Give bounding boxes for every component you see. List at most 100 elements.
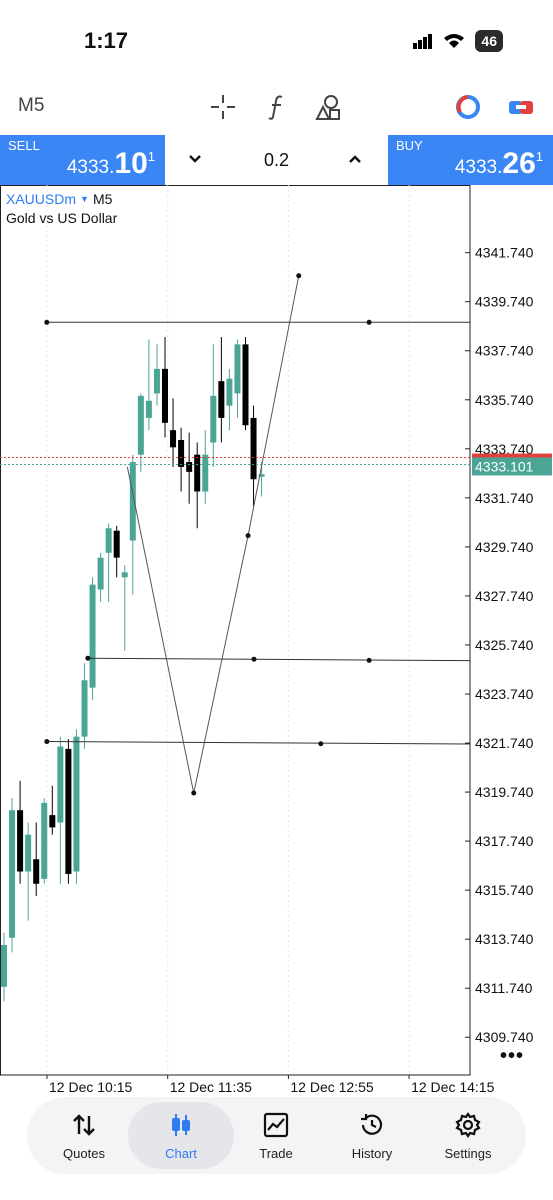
candle-bear (49, 815, 56, 828)
battery-indicator: 46 (475, 30, 503, 52)
chevron-up-icon (349, 155, 361, 163)
volume-value[interactable]: 0.2 (263, 150, 290, 170)
drawing-anchor-point (251, 656, 257, 662)
symbol-header[interactable]: XAUUSDm ▼ M5 (6, 191, 112, 207)
candle-bull (89, 584, 96, 688)
x-tick-label: 12 Dec 14:15 (411, 1079, 494, 1095)
y-tick-label: 4311.740 (475, 980, 533, 996)
objects-icon[interactable] (312, 91, 344, 123)
candle-bull (121, 572, 128, 578)
symbol-description: Gold vs US Dollar (6, 210, 118, 226)
chart-area[interactable]: 4341.740 4339.740 4337.740 4335.740 4333.740… (0, 185, 553, 1095)
buy-price: 4333.261 (454, 147, 543, 180)
candle-bear (250, 417, 257, 480)
drawing-anchor-point (44, 319, 50, 325)
settings-icon (455, 1112, 481, 1138)
candle-bull (210, 395, 217, 443)
sell-button[interactable]: SELL 4333.101 (0, 135, 165, 185)
nav-history[interactable]: History (324, 1102, 420, 1169)
candle-bull (1, 945, 7, 987)
candle-bull (9, 810, 16, 938)
sell-label: SELL (8, 138, 40, 153)
drawn-horizontal-line (87, 657, 471, 662)
candle-bull (258, 474, 265, 477)
chart-toolbar: M5 (0, 85, 553, 130)
y-tick-label: 4323.740 (475, 686, 534, 702)
more-options-icon[interactable]: ••• (500, 1045, 525, 1067)
candle-bull (41, 802, 48, 879)
y-tick-label: 4315.740 (475, 882, 534, 898)
y-tick-label: 4333.740 (475, 441, 534, 457)
candle-bear (17, 810, 24, 872)
nav-trade[interactable]: Trade (228, 1102, 324, 1169)
price-chart[interactable]: 4341.740 4339.740 4337.740 4335.740 4333.740… (0, 185, 553, 1095)
y-tick-label: 4341.740 (475, 245, 534, 261)
ask-price-marker (472, 453, 552, 458)
wifi-icon (444, 34, 465, 48)
candle-bear (186, 462, 193, 472)
current-price-tag (472, 457, 552, 476)
drawn-horizontal-line (46, 741, 471, 745)
candle-bear (170, 430, 177, 448)
volume-decrease-button[interactable] (183, 147, 207, 171)
current-price-label: 4333.101 (475, 458, 534, 474)
one-click-trade-bar: SELL 4333.101 0.2 BUY 4333.261 (0, 135, 553, 185)
buy-button[interactable]: BUY 4333.261 (388, 135, 553, 185)
candle-bull (81, 680, 88, 737)
candle-bear (242, 344, 249, 426)
drawing-anchor-point (44, 739, 50, 745)
drawing-anchor-point (366, 657, 372, 663)
status-icons: 46 (413, 30, 503, 52)
drawing-anchor-point (85, 655, 91, 661)
y-tick-label: 4335.740 (475, 392, 534, 408)
trade-icon (263, 1112, 289, 1138)
trade-toggle-icon[interactable] (505, 91, 537, 123)
crosshair-icon[interactable] (207, 91, 239, 123)
candle-bull (97, 557, 104, 590)
candle-bear (113, 530, 120, 558)
chart-icon (172, 1114, 190, 1136)
candle-bear (218, 381, 225, 418)
y-tick-label: 4325.740 (475, 637, 534, 653)
y-tick-label: 4317.740 (475, 833, 534, 849)
candle-bull (105, 528, 112, 553)
nav-settings[interactable]: Settings (420, 1102, 516, 1169)
y-tick-label: 4329.740 (475, 539, 534, 555)
candle-bull (145, 400, 152, 418)
candle-bull (202, 454, 209, 492)
bottom-navigation: Quotes Chart Trade History (27, 1097, 526, 1174)
y-tick-label: 4331.740 (475, 490, 534, 506)
timeframe-button[interactable]: M5 (18, 95, 45, 116)
nav-quotes[interactable]: Quotes (36, 1102, 132, 1169)
zigzag-drawing (126, 275, 300, 794)
symbol-name[interactable]: XAUUSDm (6, 191, 77, 207)
buy-label: BUY (396, 138, 423, 153)
candle-bull (226, 378, 233, 406)
y-tick-label: 4337.740 (475, 343, 534, 359)
candle-bull (25, 834, 32, 872)
y-tick-label: 4313.740 (475, 931, 534, 947)
volume-increase-button[interactable] (343, 147, 367, 171)
chevron-down-icon (189, 155, 201, 163)
signal-icon (413, 34, 433, 49)
status-time: 1:17 (84, 28, 129, 53)
candle-bear (178, 439, 185, 467)
candle-bear (33, 859, 40, 884)
quotes-icon (73, 1114, 95, 1136)
account-icon[interactable] (452, 91, 484, 123)
candle-bull (234, 344, 241, 394)
y-tick-label: 4309.740 (475, 1029, 534, 1045)
candle-bull (137, 395, 144, 455)
symbol-dropdown-icon[interactable]: ▼ (80, 194, 89, 204)
symbol-timeframe: M5 (92, 191, 113, 207)
x-tick-label: 12 Dec 10:15 (49, 1079, 132, 1095)
candle-bull (73, 736, 80, 872)
function-icon[interactable] (261, 91, 293, 123)
candle-bear (65, 748, 72, 874)
candle-bull (57, 746, 64, 823)
volume-control: 0.2 (165, 135, 388, 185)
status-bar: 1:17 46 (0, 0, 553, 80)
nav-chart[interactable]: Chart (128, 1102, 234, 1169)
y-tick-label: 4319.740 (475, 784, 534, 800)
y-tick-label: 4321.740 (475, 735, 534, 751)
